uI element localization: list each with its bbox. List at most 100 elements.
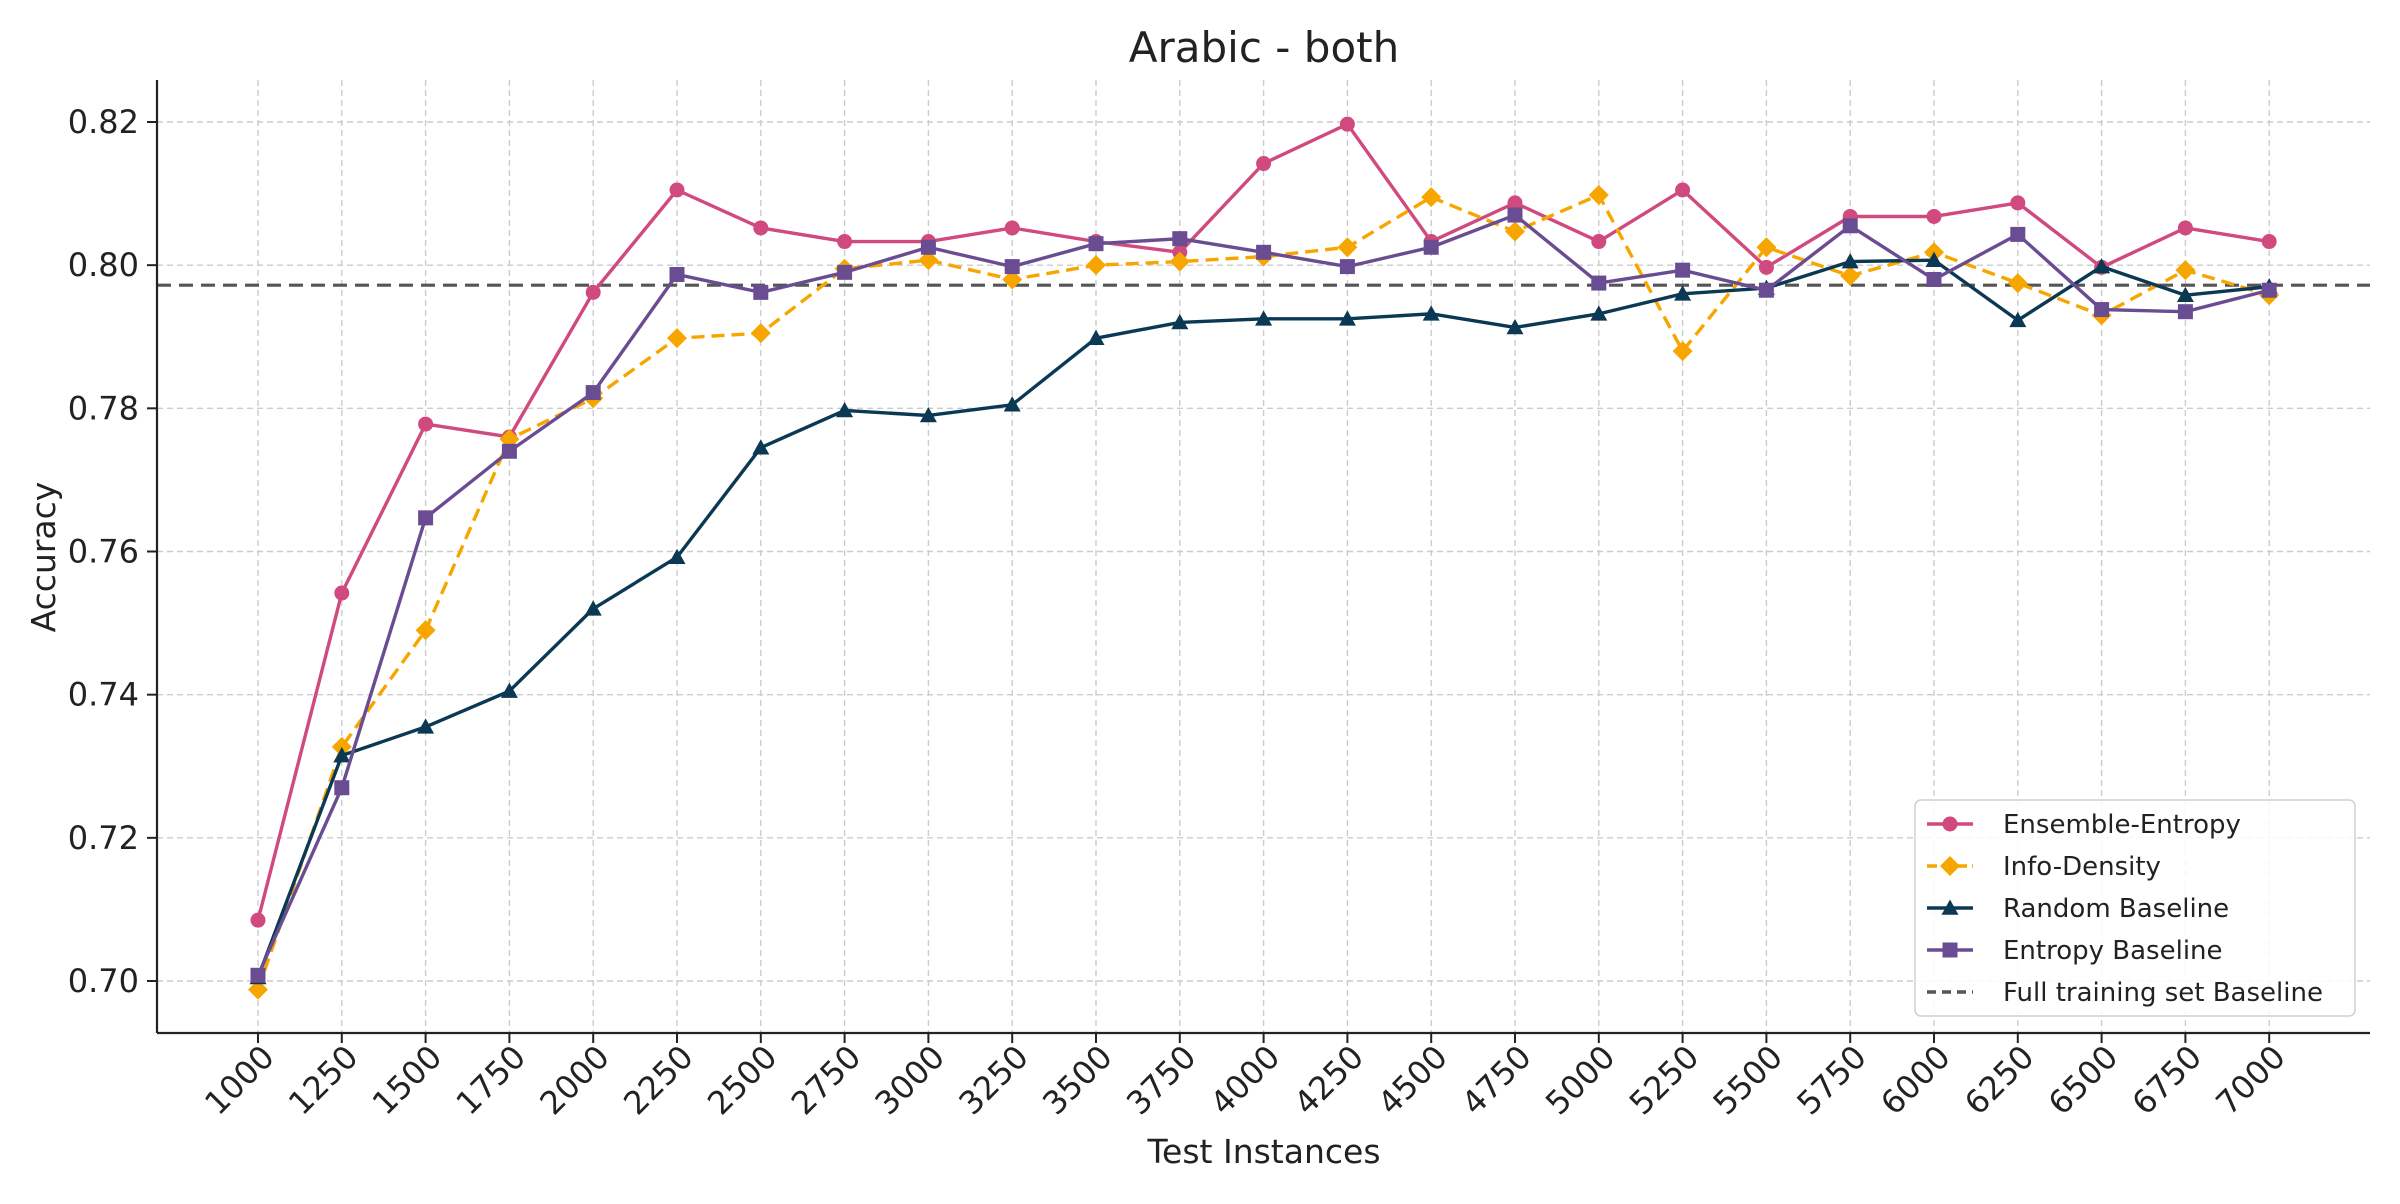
data-point-entropy-baseline xyxy=(1591,275,1607,291)
x-tick-label: 3500 xyxy=(1035,1038,1119,1122)
x-tick-label: 1500 xyxy=(365,1038,449,1122)
data-point-entropy-baseline xyxy=(2094,302,2110,318)
x-tick-label: 4500 xyxy=(1370,1038,1454,1122)
y-tick-label: 0.80 xyxy=(68,246,139,284)
x-tick-label: 5000 xyxy=(1538,1038,1622,1122)
x-tick-label: 1750 xyxy=(449,1038,533,1122)
y-tick-label: 0.72 xyxy=(68,819,139,857)
x-tick-label: 6250 xyxy=(1957,1038,2041,1122)
series-ensemble-entropy xyxy=(250,116,2277,928)
data-point-info-density xyxy=(1756,237,1777,258)
data-point-ensemble-entropy xyxy=(418,416,434,432)
legend-item-ensemble-entropy: Ensemble-Entropy xyxy=(1927,810,2241,840)
data-point-random-baseline xyxy=(1003,396,1021,412)
data-point-random-baseline xyxy=(1506,318,1524,335)
x-tick-label: 2750 xyxy=(784,1038,868,1122)
legend-marker xyxy=(1941,899,1959,915)
data-point-random-baseline xyxy=(2093,258,2111,274)
data-point-random-baseline xyxy=(1422,305,1440,321)
y-tick-label: 0.76 xyxy=(68,533,139,571)
data-point-entropy-baseline xyxy=(1842,218,1858,234)
data-point-random-baseline xyxy=(1087,329,1105,345)
data-point-info-density xyxy=(1002,269,1023,290)
data-point-random-baseline xyxy=(752,439,770,455)
legend-label: Full training set Baseline xyxy=(2003,978,2323,1008)
y-tick-label: 0.74 xyxy=(68,676,139,714)
data-point-ensemble-entropy xyxy=(585,284,601,300)
legend-marker xyxy=(1940,856,1960,876)
data-point-ensemble-entropy xyxy=(753,220,769,236)
data-point-random-baseline xyxy=(1255,310,1273,326)
data-point-ensemble-entropy xyxy=(1507,195,1523,211)
data-point-random-baseline xyxy=(1674,285,1692,301)
legend-label: Info-Density xyxy=(2003,852,2161,882)
x-tick-label: 5250 xyxy=(1622,1038,1706,1122)
data-point-random-baseline xyxy=(1338,310,1356,326)
data-point-entropy-baseline xyxy=(1172,231,1188,247)
data-point-entropy-baseline xyxy=(334,780,350,796)
data-point-info-density xyxy=(415,620,436,641)
chart-title: Arabic - both xyxy=(1129,23,1399,72)
data-point-random-baseline xyxy=(1171,313,1189,330)
data-point-ensemble-entropy xyxy=(2177,220,2193,236)
x-tick-label: 5750 xyxy=(1789,1038,1873,1122)
data-point-ensemble-entropy xyxy=(250,912,266,928)
legend-marker xyxy=(1942,942,1958,958)
x-tick-label: 2000 xyxy=(532,1038,616,1122)
data-point-ensemble-entropy xyxy=(1591,234,1607,250)
legend-marker xyxy=(1942,816,1958,832)
data-point-entropy-baseline xyxy=(920,239,936,255)
data-point-ensemble-entropy xyxy=(2010,195,2026,211)
data-point-ensemble-entropy xyxy=(837,234,853,250)
y-tick-label: 0.78 xyxy=(68,389,139,427)
x-tick-label: 2500 xyxy=(700,1038,784,1122)
data-point-entropy-baseline xyxy=(1423,239,1439,255)
data-point-ensemble-entropy xyxy=(669,182,685,198)
x-tick-label: 7000 xyxy=(2208,1038,2292,1122)
data-point-entropy-baseline xyxy=(837,264,853,280)
series-random-baseline xyxy=(249,251,2278,985)
data-point-entropy-baseline xyxy=(1339,259,1355,275)
data-point-info-density xyxy=(1588,185,1609,206)
y-tick-label: 0.70 xyxy=(68,962,139,1000)
data-point-entropy-baseline xyxy=(250,967,266,983)
data-point-random-baseline xyxy=(333,747,351,763)
data-point-entropy-baseline xyxy=(1675,262,1691,278)
data-point-info-density xyxy=(2175,260,2196,281)
data-point-entropy-baseline xyxy=(1256,244,1272,260)
data-point-info-density xyxy=(918,250,939,271)
data-point-random-baseline xyxy=(836,401,854,418)
series-layer xyxy=(248,116,2280,1000)
data-point-random-baseline xyxy=(584,600,602,616)
data-point-random-baseline xyxy=(1590,305,1608,321)
data-point-entropy-baseline xyxy=(501,443,517,459)
data-point-info-density xyxy=(750,323,771,344)
legend-item-entropy-baseline: Entropy Baseline xyxy=(1927,936,2223,966)
x-tick-label: 3750 xyxy=(1119,1038,1203,1122)
data-point-info-density xyxy=(1169,251,1190,272)
data-point-entropy-baseline xyxy=(753,284,769,300)
legend-item-random-baseline: Random Baseline xyxy=(1927,894,2229,924)
data-point-info-density xyxy=(2007,273,2028,294)
data-point-random-baseline xyxy=(417,718,435,734)
series-entropy-baseline xyxy=(250,207,2277,983)
x-tick-label: 6750 xyxy=(2125,1038,2209,1122)
legend-box xyxy=(1914,799,2356,1017)
x-tick-label: 6000 xyxy=(1873,1038,1957,1122)
legend-item-info-density: Info-Density xyxy=(1927,852,2161,882)
data-point-info-density xyxy=(1086,255,1106,276)
x-tick-label: 1250 xyxy=(281,1038,365,1122)
data-point-ensemble-entropy xyxy=(1004,220,1020,236)
data-point-info-density xyxy=(1421,187,1442,208)
data-point-ensemble-entropy xyxy=(1675,182,1691,198)
data-point-ensemble-entropy xyxy=(1339,116,1355,132)
x-tick-label: 4750 xyxy=(1454,1038,1538,1122)
data-point-entropy-baseline xyxy=(418,510,434,526)
data-point-random-baseline xyxy=(2176,286,2194,303)
x-tick-label: 4000 xyxy=(1203,1038,1287,1122)
data-point-entropy-baseline xyxy=(585,385,601,401)
data-point-ensemble-entropy xyxy=(2261,234,2277,250)
data-point-random-baseline xyxy=(1925,251,1943,267)
